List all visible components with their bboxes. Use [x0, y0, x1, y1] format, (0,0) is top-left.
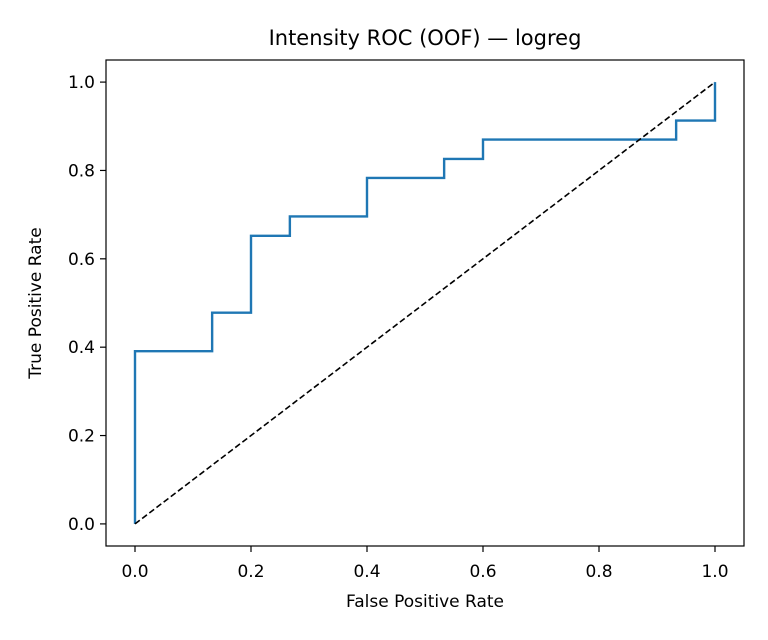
x-tick-label: 0.8: [585, 562, 612, 582]
axes-frame: [105, 59, 745, 547]
y-tick-label: 0.2: [68, 427, 95, 447]
roc-curve-line: [133, 82, 717, 524]
x-tick-label: 1.0: [701, 562, 728, 582]
y-axis-label: True Positive Rate: [26, 227, 46, 379]
chance-diagonal-line: [134, 81, 716, 525]
chart-title: Intensity ROC (OOF) — logreg: [269, 26, 582, 50]
x-tick-label: 0.2: [237, 562, 264, 582]
plot-area: [133, 81, 717, 525]
y-axis-ticks: 0.0 0.2 0.4 0.6 0.8 1.0: [68, 73, 106, 535]
y-tick-label: 0.0: [68, 515, 95, 535]
x-axis-label: False Positive Rate: [346, 592, 504, 612]
y-tick-label: 1.0: [68, 73, 95, 93]
x-tick-label: 0.4: [353, 562, 380, 582]
y-tick-label: 0.8: [68, 161, 95, 181]
x-tick-label: 0.0: [121, 562, 148, 582]
x-axis-ticks: 0.0 0.2 0.4 0.6 0.8 1.0: [121, 546, 729, 582]
series-layer: [133, 81, 717, 525]
x-tick-label: 0.6: [469, 562, 496, 582]
y-tick-label: 0.6: [68, 250, 95, 270]
y-tick-label: 0.4: [68, 338, 95, 358]
